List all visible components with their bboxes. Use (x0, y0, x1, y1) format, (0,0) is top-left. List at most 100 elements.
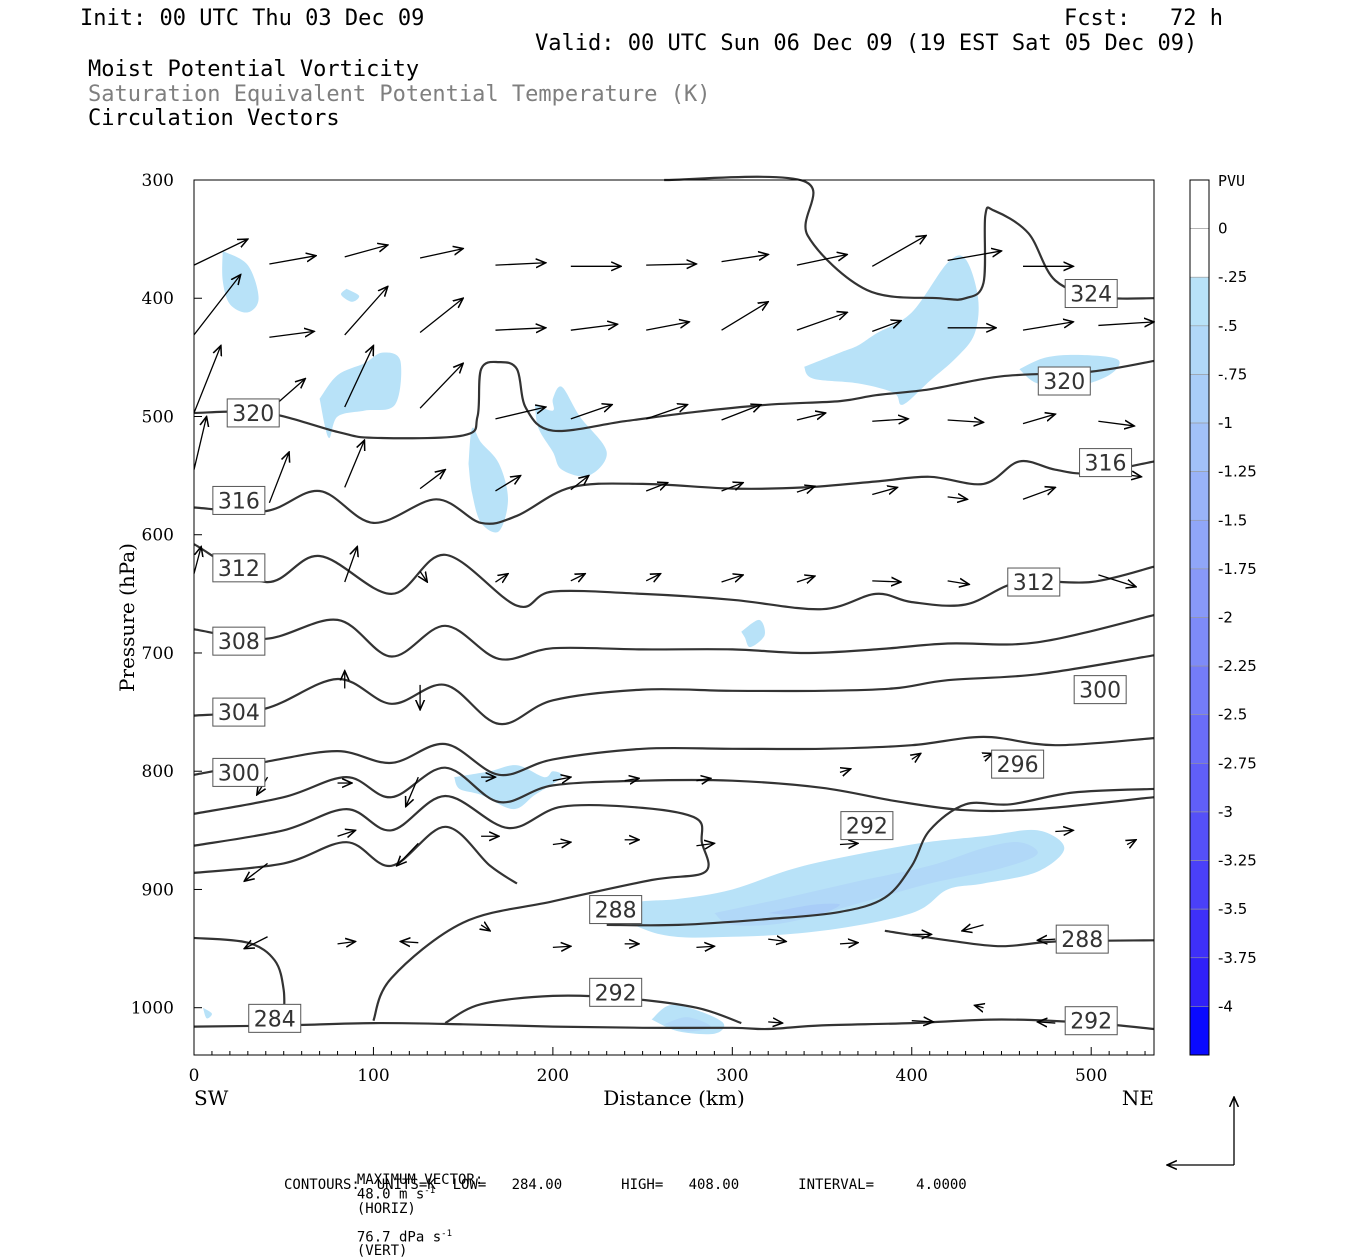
field-title-vectors: Circulation Vectors (88, 106, 340, 131)
contour-label-text: 300 (218, 761, 260, 786)
x-tick-label: 300 (716, 1066, 748, 1086)
contour-label-text: 308 (218, 630, 260, 655)
circulation-vector (839, 943, 858, 944)
contour-label-box (1007, 567, 1061, 597)
contour-label-text: 300 (1079, 679, 1121, 704)
circulation-vector (420, 571, 427, 582)
circulation-vector (975, 1005, 984, 1007)
colorbar-swatch (1189, 714, 1210, 764)
y-tick-label: 300 (142, 171, 174, 191)
x-axis-label: Distance (km) (603, 1086, 745, 1110)
colorbar-level-label: -2.25 (1218, 657, 1257, 675)
circulation-vector (495, 407, 545, 420)
contour-label: 312 (212, 553, 266, 583)
pv-region (741, 619, 765, 648)
contour-label: 292 (589, 977, 643, 1007)
contour-label-box (1073, 675, 1127, 705)
exp-h: -1 (424, 1186, 436, 1196)
circulation-vector (1022, 414, 1055, 425)
circulation-vector (344, 346, 374, 408)
field-title-mpv: Moist Potential Vorticity (88, 57, 420, 82)
circulation-vector (570, 574, 585, 581)
colorbar-level-label: -2.75 (1218, 754, 1257, 772)
x-tick-label: 200 (537, 1066, 569, 1086)
contour-labels: 324 320 320 316 316 312 312 308 304 300 300 296 292 2… (212, 279, 1133, 1036)
contour-label-box (840, 811, 894, 841)
colorbar-title: PVU (1218, 172, 1245, 190)
circulation-vector (645, 483, 668, 492)
colorbar-swatch (1189, 471, 1210, 521)
colorbar-level-label: -3.5 (1218, 900, 1247, 918)
contour-label: 300 (212, 757, 266, 787)
contour-label-box (589, 895, 643, 925)
circulation-vector (696, 843, 714, 845)
circulation-vector (872, 321, 901, 332)
circulation-vector (268, 452, 289, 504)
y-tick-label: 700 (142, 644, 174, 664)
pv-region (340, 288, 360, 302)
colorbar-level-label: -3 (1218, 803, 1233, 821)
circulation-vector (872, 487, 897, 496)
circulation-vector (1098, 322, 1154, 326)
circulation-vector (495, 328, 545, 330)
circulation-vector (796, 486, 815, 492)
circulation-vector (344, 547, 358, 583)
pv-region (319, 352, 402, 439)
colorbar-level-label: -.75 (1218, 365, 1247, 383)
colorbar-swatch (1189, 228, 1210, 278)
pv-region (714, 842, 1038, 926)
circulation-vector (337, 941, 356, 943)
isentrope-284 (193, 936, 286, 1024)
circulation-vector (696, 946, 714, 947)
colorbar-level-label: -1.25 (1218, 463, 1257, 481)
contour-label-box (1064, 1006, 1118, 1036)
isentrope-292 (193, 794, 710, 1022)
circulation-vector (552, 842, 571, 844)
circulation-vector (984, 753, 993, 757)
isentrope-288 (193, 1018, 1155, 1031)
circulation-vector (193, 416, 207, 470)
circulation-vector (947, 420, 984, 422)
x-tick-label: 500 (1075, 1066, 1107, 1086)
circulation-vector (721, 575, 744, 582)
sw-end-label: SW (194, 1086, 229, 1110)
circulation-vector (696, 778, 710, 780)
circulation-vector (721, 254, 769, 263)
circulation-vector (419, 298, 463, 334)
circulation-vectors (193, 236, 1154, 1024)
isentrope-324 (664, 175, 1155, 301)
contour-label-text: 284 (254, 1007, 296, 1032)
circulation-vector (947, 581, 970, 585)
colorbar-swatch (1189, 422, 1210, 472)
colorbar-level-label: -1 (1218, 414, 1233, 432)
contour-label-text: 292 (1070, 1010, 1112, 1035)
circulation-vector (911, 1021, 934, 1022)
contour-label-box (212, 757, 266, 787)
isentrope-296 (193, 766, 1155, 815)
circulation-vector (495, 263, 545, 265)
circulation-vector (193, 239, 248, 266)
isentrope-292 (444, 994, 742, 1025)
isentrope-308 (193, 614, 1155, 661)
contour-label: 292 (840, 811, 894, 841)
circulation-vector (244, 862, 268, 881)
pv-region (454, 765, 563, 810)
contour-label-box (1079, 448, 1133, 478)
contour-label-box (226, 398, 280, 428)
colorbar-level-label: -1.5 (1218, 511, 1247, 529)
contour-label-text: 292 (846, 815, 888, 840)
isentrope-288 (884, 929, 1155, 948)
contour-label: 316 (1079, 448, 1133, 478)
colorbar-swatch (1189, 811, 1210, 861)
colorbar-swatch (1189, 665, 1210, 716)
circulation-vector (406, 776, 419, 807)
contour-label: 312 (1007, 567, 1061, 597)
isentrope-312 (193, 543, 1155, 611)
circulation-vector (269, 256, 316, 265)
pv-region (534, 386, 607, 477)
isentrope-316 (193, 459, 1155, 525)
circulation-vector (495, 574, 508, 582)
contour-label-box (212, 485, 266, 515)
y-tick-label: 800 (142, 762, 174, 782)
max-horiz-tag: (HORIZ) (356, 1200, 416, 1217)
